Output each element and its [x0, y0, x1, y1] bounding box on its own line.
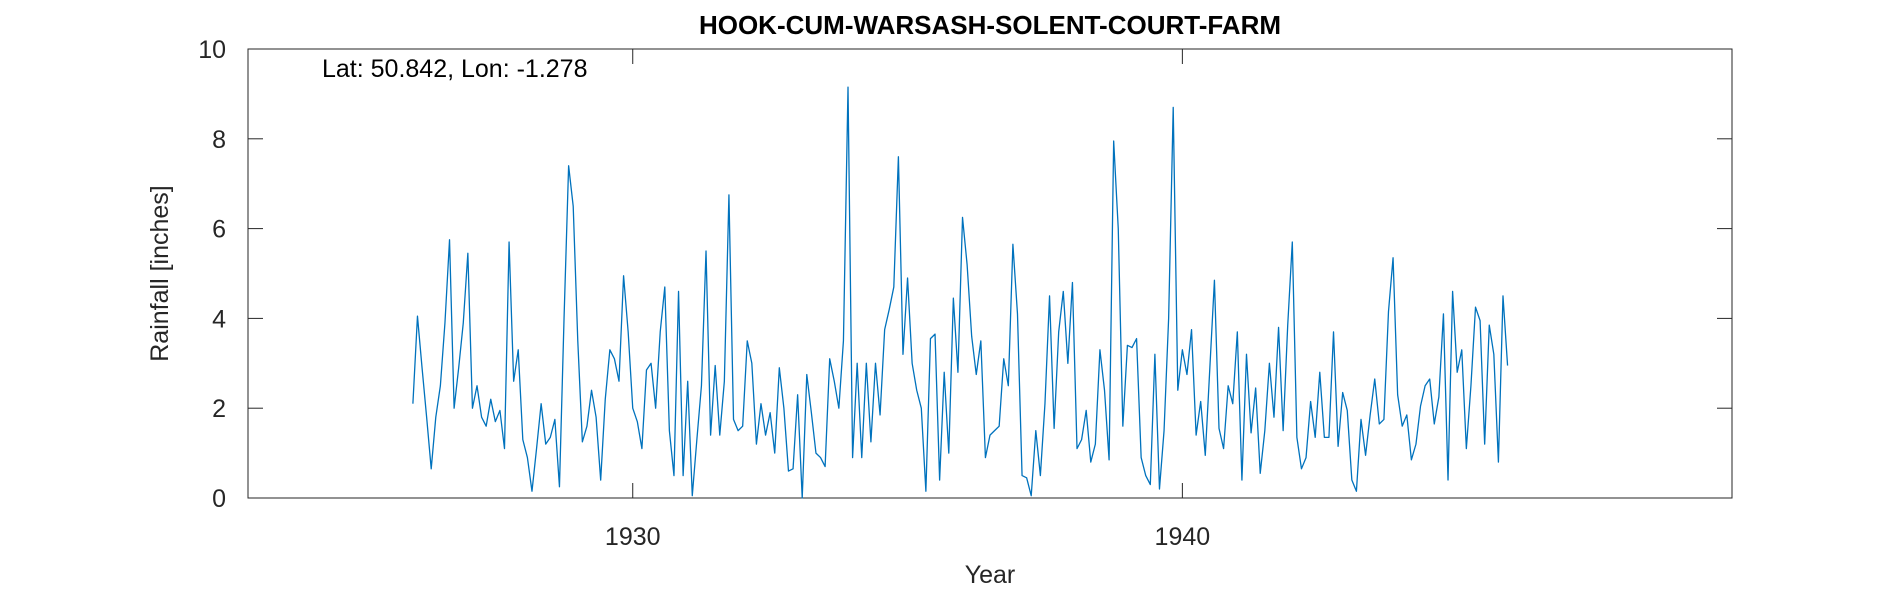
- rainfall-series-line: [412, 86, 1509, 499]
- plot-area: [247, 48, 1733, 499]
- y-tick-label: 6: [212, 216, 226, 244]
- y-tick-label: 10: [198, 36, 226, 64]
- chart-title: HOOK-CUM-WARSASH-SOLENT-COURT-FARM: [699, 10, 1281, 40]
- x-axis-label: Year: [965, 561, 1016, 589]
- y-tick-label: 8: [212, 126, 226, 154]
- tick-labels: 0 2 4 6 8 10 1930 1940: [198, 36, 1210, 551]
- axis-ticks: [248, 48, 1732, 499]
- y-axis-label: Rainfall [inches]: [146, 185, 174, 361]
- y-tick-label: 2: [212, 395, 226, 423]
- x-tick-label: 1930: [605, 523, 661, 551]
- y-tick-label: 4: [212, 305, 226, 333]
- location-annotation: Lat: 50.842, Lon: -1.278: [322, 55, 588, 83]
- x-tick-label: 1940: [1155, 523, 1211, 551]
- y-tick-label: 0: [212, 485, 226, 513]
